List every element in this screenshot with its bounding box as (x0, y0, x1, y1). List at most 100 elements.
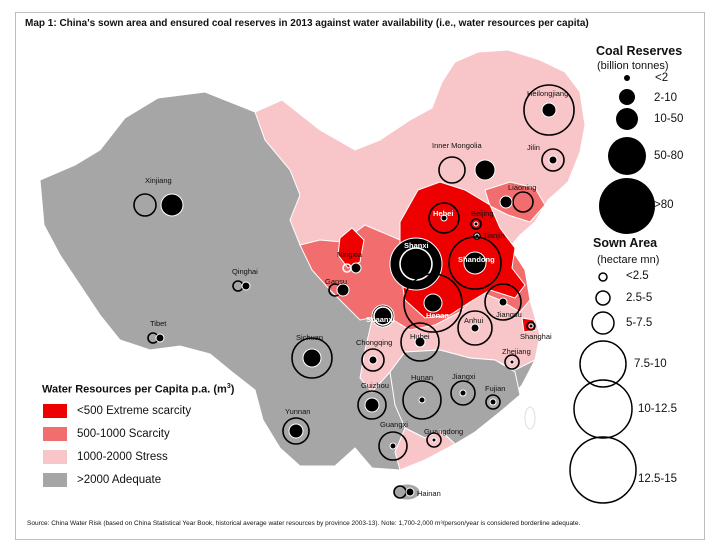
sown-legend-label: 7.5-10 (634, 358, 667, 370)
province-label-anhui: Anhui (464, 316, 484, 325)
coal-reserve-marker-guangxi (389, 442, 397, 450)
coal-legend-symbol (616, 108, 638, 130)
sown-area-marker-inner-mongolia (438, 156, 466, 184)
coal-reserve-marker-shandong (463, 251, 487, 275)
province-label-beijing: Beijing (471, 209, 494, 218)
sown-area-marker-heilongjiang (523, 84, 575, 136)
coal-reserve-marker-inner-mongolia (474, 159, 496, 181)
province-label-heilongjiang: Heilongjiang (527, 89, 568, 98)
sown-area-marker-zhejiang (504, 354, 520, 370)
coal-reserve-marker-tibet (155, 333, 165, 343)
province-label-gansu: Gansu (325, 277, 347, 286)
province-label-zhejiang: Zhejiang (502, 347, 531, 356)
coal-reserve-marker-chongqing (368, 355, 378, 365)
coal-reserve-marker-hubei (414, 336, 426, 348)
province-label-hebei: Hebei (433, 209, 453, 218)
sown-area-marker-liaoning (512, 191, 534, 213)
sown-legend-symbol (598, 272, 608, 282)
coal-reserve-marker-jilin (548, 155, 558, 165)
province-label-shandong: Shandong (458, 255, 495, 264)
sown-area-marker-guangxi (378, 431, 408, 461)
sown-area-marker-hunan (402, 380, 442, 420)
sown-area-marker-hebei (428, 202, 460, 234)
province-label-ningxia: Ningxia (337, 250, 363, 259)
coal-reserve-marker-anhui (470, 323, 480, 333)
water-legend-label: 1000-2000 Stress (77, 451, 168, 463)
sown-legend-symbol (579, 340, 627, 388)
sown-legend-label: <2.5 (626, 270, 649, 282)
sown-legend-label: 2.5-5 (626, 292, 653, 304)
coal-reserve-marker-henan (423, 293, 443, 313)
water-legend-title: Water Resources per Capita p.a. (m3) (42, 383, 235, 396)
sown-legend-label: 5-7.5 (626, 317, 653, 329)
province-label-tianjin: Tianjin (483, 231, 505, 240)
coal-reserve-marker-guangdong (431, 437, 437, 443)
sown-area-marker-shanghai (526, 321, 536, 331)
source-note: Source: China Water Risk (based on China… (27, 520, 581, 527)
sown-legend-label: 10-12.5 (638, 403, 678, 415)
province-label-inner-mongolia: Inner Mongolia (432, 141, 482, 150)
sown-area-marker-jilin (541, 148, 565, 172)
region-extreme-ningxia (337, 227, 365, 269)
province-label-shanxi: Shanxi (404, 241, 429, 250)
coal-reserve-marker-sichuan (302, 348, 322, 368)
province-label-fujian: Fujian (485, 384, 505, 393)
coal-reserve-marker-jiangsu (498, 297, 508, 307)
water-legend-label: <500 Extreme scarcity (77, 405, 192, 417)
taiwan-island (524, 406, 536, 430)
sown-area-marker-tianjin (473, 232, 481, 240)
province-label-hubei: Hubei (410, 332, 430, 341)
water-legend-item: <500 Extreme scarcity (43, 404, 191, 418)
coal-legend-symbol (619, 89, 635, 105)
coal-legend-label: 50-80 (654, 150, 684, 162)
sown-area-marker-yunnan (282, 417, 310, 445)
coal-reserve-marker-gansu (336, 283, 350, 297)
coal-reserve-marker-yunnan (288, 423, 304, 439)
province-label-jilin: Jilin (527, 143, 540, 152)
province-label-hunan: Hunan (411, 373, 433, 382)
province-label-shanghai: Shanghai (520, 332, 552, 341)
province-label-guangdong: Guangdong (424, 427, 463, 436)
coal-reserve-marker-hainan (405, 487, 415, 497)
water-legend-item: 500-1000 Scarcity (43, 427, 170, 441)
sown-area-marker-henan (403, 273, 463, 333)
coal-reserve-marker-hunan (418, 396, 426, 404)
province-label-liaoning: Liaoning (508, 183, 536, 192)
sown-area-marker-guangdong (426, 432, 442, 448)
coal-legend-label: 10-50 (654, 113, 684, 125)
coal-reserve-marker-qinghai (241, 281, 251, 291)
province-label-jiangxi: Jiangxi (452, 372, 476, 381)
province-label-sichuan: Sichuan (296, 333, 323, 342)
coal-reserve-marker-fujian (489, 398, 497, 406)
water-legend-swatch (43, 450, 67, 464)
sown-legend-title: Sown Area (593, 236, 658, 250)
coal-reserve-marker-heilongjiang (541, 102, 557, 118)
region-scarcity-ne (484, 181, 546, 223)
coal-legend-label: <2 (655, 72, 669, 84)
map-frame (15, 12, 705, 540)
province-label-guangxi: Guangxi (380, 420, 408, 429)
coal-reserve-marker-liaoning (499, 195, 513, 209)
coal-reserve-marker-xinjiang (160, 193, 184, 217)
sown-legend-label: 12.5-15 (638, 473, 678, 485)
province-label-qinghai: Qinghai (232, 267, 258, 276)
coal-reserve-marker-shanxi (389, 237, 443, 291)
sown-area-marker-shandong (448, 236, 502, 290)
coal-legend-symbol (624, 75, 630, 81)
water-legend-swatch (43, 473, 67, 487)
water-legend-label: >2000 Adequate (77, 474, 162, 486)
sown-legend-symbol (569, 436, 637, 504)
coal-legend-title: Coal Reserves (596, 44, 683, 58)
water-legend-label: 500-1000 Scarcity (77, 428, 170, 440)
water-legend-swatch (43, 404, 67, 418)
sown-area-marker-jiangsu (484, 283, 522, 321)
sown-area-marker-anhui (457, 310, 493, 346)
coal-reserve-marker-hebei (440, 214, 448, 222)
sown-area-marker-fujian (485, 394, 501, 410)
sown-area-marker-jiangxi (450, 380, 476, 406)
sown-legend-symbol (591, 311, 615, 335)
sown-area-marker-sichuan (291, 337, 333, 379)
coal-reserve-marker-zhejiang (509, 359, 515, 365)
